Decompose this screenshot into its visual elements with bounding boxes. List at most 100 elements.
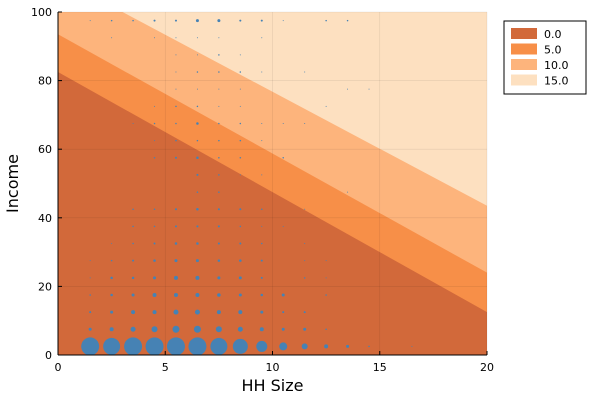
data-point	[239, 71, 242, 73]
x-tick-label: 0	[55, 361, 62, 374]
legend-swatch	[511, 28, 537, 39]
data-point	[110, 293, 113, 297]
data-point	[260, 259, 263, 262]
data-point	[174, 259, 178, 263]
data-point	[89, 260, 91, 262]
data-point	[282, 311, 285, 314]
data-point	[173, 309, 179, 315]
data-point	[217, 259, 221, 262]
data-point	[325, 328, 327, 331]
legend: 0.0 5.0 10.0 15.0	[503, 20, 587, 95]
y-tick-label: 80	[38, 75, 52, 88]
data-point	[153, 208, 156, 210]
data-point	[152, 310, 157, 315]
data-point	[81, 337, 100, 355]
data-point	[217, 225, 220, 228]
x-tick-label: 15	[373, 361, 387, 374]
data-point	[239, 157, 242, 159]
data-point	[196, 191, 199, 193]
data-point	[109, 327, 114, 332]
data-point	[154, 105, 156, 107]
data-point	[132, 122, 134, 124]
data-point	[239, 54, 241, 56]
data-point	[237, 326, 243, 332]
data-point	[151, 326, 158, 333]
data-point	[174, 19, 177, 22]
x-tick-label: 10	[266, 361, 280, 374]
data-point	[153, 122, 156, 125]
data-point	[259, 327, 264, 332]
data-point	[346, 19, 349, 22]
data-point	[368, 345, 370, 348]
data-point	[261, 37, 263, 39]
data-point	[175, 71, 177, 73]
data-point	[303, 327, 307, 331]
data-point	[195, 259, 199, 263]
data-point	[217, 293, 221, 297]
data-point	[174, 242, 178, 245]
legend-label: 5.0	[544, 44, 562, 57]
data-point	[411, 345, 413, 347]
data-point	[279, 342, 288, 351]
data-point	[261, 174, 263, 176]
data-point	[153, 157, 156, 159]
data-point	[239, 88, 241, 90]
data-point	[217, 208, 220, 211]
data-point	[154, 140, 156, 142]
data-point	[261, 71, 263, 73]
data-point	[132, 208, 134, 210]
data-point	[153, 276, 157, 280]
data-point	[325, 105, 327, 107]
data-point	[196, 139, 199, 142]
y-tick-label: 20	[38, 280, 52, 293]
data-point	[260, 276, 263, 279]
data-point	[304, 71, 306, 73]
data-point	[210, 337, 228, 355]
legend-swatch	[511, 74, 537, 86]
data-point	[196, 88, 198, 90]
data-point	[153, 259, 156, 262]
data-point	[153, 225, 156, 228]
data-point	[196, 105, 199, 108]
data-point	[239, 259, 242, 262]
data-point	[218, 88, 220, 90]
data-point	[324, 344, 329, 349]
data-point	[196, 37, 198, 39]
data-point	[325, 277, 327, 279]
data-point	[238, 276, 242, 280]
data-point	[261, 242, 263, 245]
data-point	[218, 191, 220, 193]
data-point	[174, 156, 177, 159]
data-point	[232, 338, 248, 354]
data-point	[282, 157, 284, 159]
data-point	[132, 225, 134, 228]
axes: 0 5 10 15 20 0 20 40 60 80 100	[31, 6, 494, 374]
data-point	[282, 225, 284, 227]
data-point	[103, 337, 121, 355]
data-point	[154, 37, 156, 39]
y-axis-label: Income	[3, 154, 22, 213]
data-point	[174, 208, 177, 211]
data-point	[124, 337, 143, 355]
data-point	[194, 309, 200, 315]
data-point	[261, 140, 263, 142]
data-point	[218, 54, 220, 56]
data-point	[173, 275, 178, 280]
data-point	[218, 139, 220, 142]
data-point	[166, 337, 185, 355]
data-point	[281, 327, 285, 331]
data-point	[196, 207, 199, 211]
data-point	[303, 277, 306, 279]
data-point	[304, 122, 306, 124]
data-point	[239, 122, 242, 125]
data-point	[347, 88, 349, 90]
x-axis-label: HH Size	[242, 376, 304, 395]
y-tick-label: 40	[38, 212, 52, 225]
data-point	[131, 276, 135, 280]
data-point	[153, 242, 156, 245]
data-point	[153, 19, 156, 22]
data-point	[111, 37, 113, 39]
data-point	[218, 105, 220, 107]
data-point	[238, 310, 243, 315]
